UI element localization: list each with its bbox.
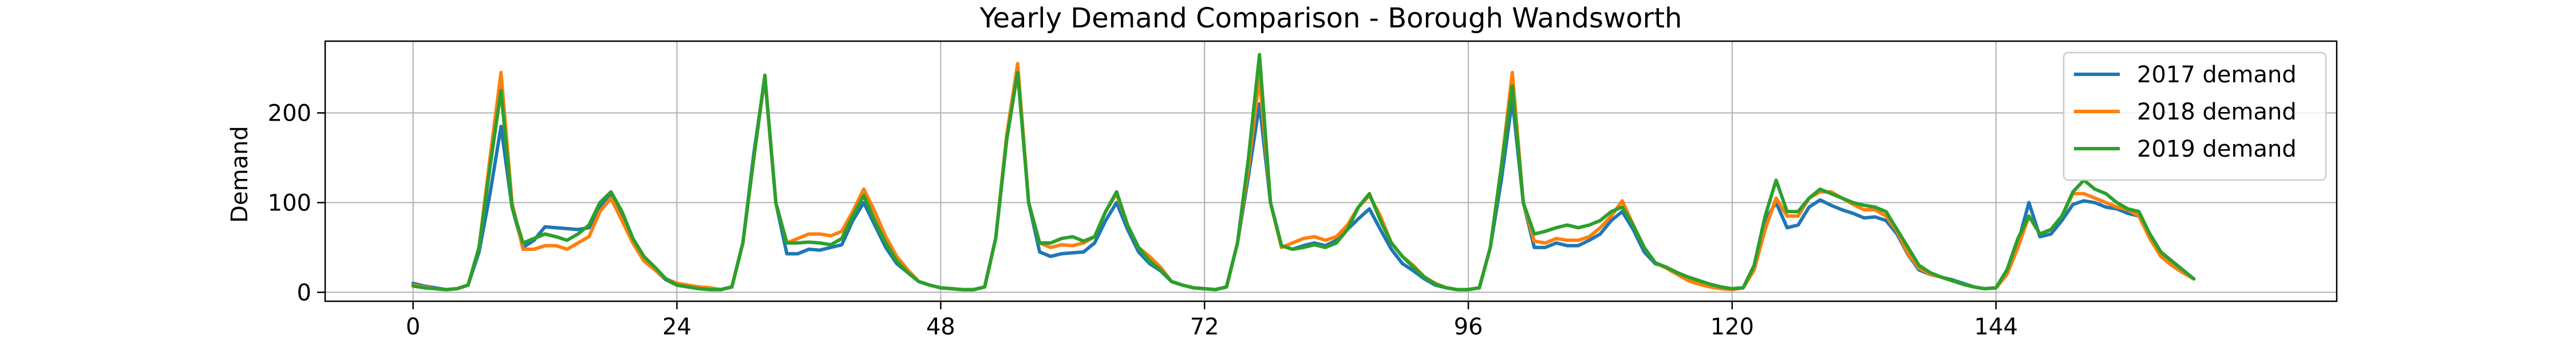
legend: 2017 demand 2018 demand 2019 demand (2063, 51, 2327, 181)
chart-title: Yearly Demand Comparison - Borough Wands… (979, 2, 1682, 34)
y-tick-label: 200 (268, 101, 311, 127)
x-tick-label: 72 (1190, 314, 1219, 340)
x-tick-label: 0 (406, 314, 420, 340)
x-tick-label: 24 (662, 314, 692, 340)
series-line-2017-demand (411, 66, 2196, 292)
series-line-2018-demand (411, 62, 2196, 292)
legend-box (2063, 51, 2327, 181)
series-lines (411, 53, 2196, 292)
x-tick-label: 48 (926, 314, 955, 340)
y-axis-label: Demand (227, 126, 253, 223)
plot-frame (324, 40, 2338, 302)
grid (325, 41, 2337, 301)
x-tick-label: 96 (1454, 314, 1483, 340)
x-tick-label: 144 (1974, 314, 2018, 340)
y-tick-label: 0 (297, 280, 311, 306)
y-tick-label: 100 (268, 190, 311, 216)
x-tick-label: 120 (1710, 314, 1754, 340)
legend-label: 2018 demand (2137, 99, 2297, 125)
legend-label: 2019 demand (2137, 136, 2297, 162)
legend-label: 2017 demand (2137, 62, 2297, 88)
series-line-2019-demand (411, 53, 2196, 292)
axis-ticks: 0 24 48 72 96 120 144 0 100 200 (268, 101, 2018, 340)
